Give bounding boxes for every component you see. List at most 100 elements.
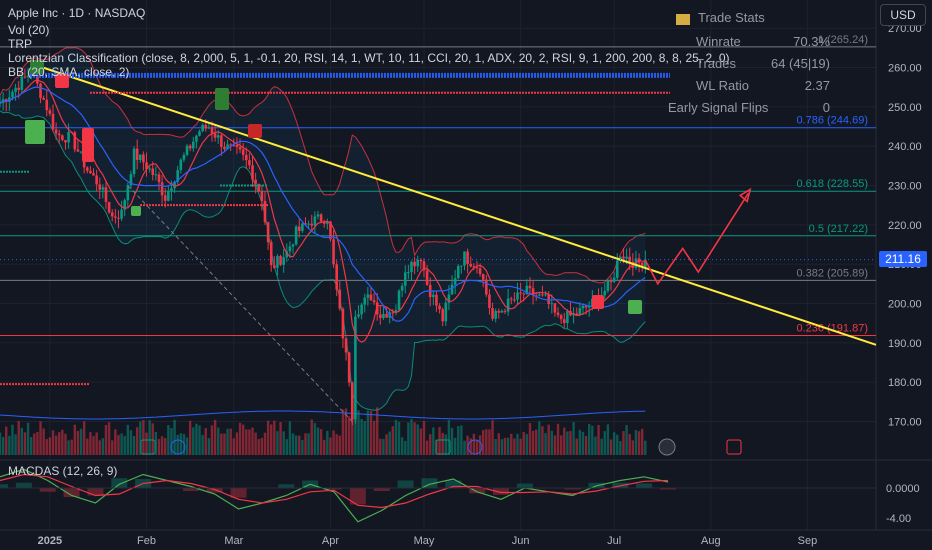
candle-body: [85, 167, 89, 171]
candle-body: [260, 191, 264, 201]
macd-histogram-bar: [564, 488, 581, 490]
indicator-volume[interactable]: Vol (20): [8, 23, 50, 37]
candle-body: [522, 293, 526, 295]
volume-bar: [597, 424, 600, 455]
candle-body: [57, 133, 61, 136]
volume-bar: [538, 421, 541, 455]
volume-bar: [425, 440, 429, 455]
candle-body: [157, 174, 161, 183]
volume-bar: [51, 430, 55, 455]
indicator-trp[interactable]: TRP: [8, 37, 32, 51]
candle-body: [307, 223, 310, 225]
axes: 170.00180.00190.00200.00210.00220.00230.…: [0, 23, 922, 547]
volume-bar: [637, 431, 641, 455]
candle-body: [229, 144, 232, 146]
candle-body: [129, 174, 133, 186]
candle-body: [160, 182, 164, 196]
volume-bar: [600, 438, 603, 455]
trades-label: Trades: [696, 56, 736, 71]
bollinger-bands: [0, 47, 646, 411]
volume-bar: [510, 433, 513, 455]
volume-bar: [67, 440, 70, 455]
indicator-lorentzian[interactable]: Lorentzian Classification (close, 8, 2,0…: [8, 51, 730, 65]
candle-body: [316, 214, 320, 217]
volume-bar: [453, 437, 457, 455]
candle-body: [322, 221, 326, 224]
volume-bar: [260, 437, 264, 455]
volume-bar: [154, 431, 158, 455]
candle-body: [210, 127, 214, 134]
time-tick-label: Sep: [798, 535, 818, 547]
candle-body: [413, 261, 416, 267]
candle-body: [469, 263, 473, 267]
candle-body: [578, 308, 582, 315]
volume-bar: [151, 423, 154, 455]
volume-bar: [619, 440, 622, 455]
macd-histogram-bar: [111, 478, 128, 488]
volume-bar: [288, 421, 292, 455]
volume-bar: [198, 425, 201, 455]
price-tick-label: 190.00: [888, 338, 922, 350]
indicator-bb[interactable]: BB (20, SMA, close, 2): [8, 65, 130, 79]
volume-bar: [204, 428, 207, 455]
volume-bar: [70, 439, 73, 455]
earnings-badge: [435, 439, 451, 455]
candle-body: [544, 294, 547, 296]
price-tick-label: 200.00: [888, 299, 922, 311]
candle-body: [248, 160, 251, 166]
volume-bar: [76, 430, 80, 455]
volume-bar: [58, 432, 61, 455]
time-tick-label: May: [414, 535, 435, 547]
volume-bar: [54, 435, 58, 455]
volume-bar: [101, 438, 105, 455]
candle-body: [89, 170, 92, 174]
volume-bar: [591, 425, 594, 455]
candle-body: [95, 175, 98, 185]
macd-histogram-bar: [445, 480, 462, 488]
volume-bar: [0, 432, 2, 455]
volume-bar: [329, 437, 332, 455]
volume-bar: [176, 434, 179, 455]
candle-body: [366, 294, 370, 298]
candle-body: [282, 257, 285, 265]
candle-body: [79, 151, 83, 153]
candle-body: [444, 302, 448, 322]
candle-body: [400, 285, 404, 291]
volume-bar: [263, 432, 267, 455]
early-flips-value: 0: [822, 100, 830, 115]
macd-title[interactable]: MACDAS (12, 26, 9): [8, 464, 118, 478]
candle-body: [154, 174, 158, 176]
wl-ratio-label: WL Ratio: [696, 78, 749, 93]
volume-bar: [475, 439, 479, 455]
candle-body: [410, 261, 413, 273]
candle-body: [553, 303, 557, 313]
candle-body: [297, 226, 301, 231]
candle-body: [419, 259, 423, 262]
macd-histogram-bar: [516, 483, 533, 488]
volume-bar: [164, 438, 167, 455]
candle-body: [350, 382, 354, 420]
volume-bar: [609, 439, 613, 455]
candle-body: [432, 294, 435, 298]
chart-title[interactable]: Apple Inc · 1D · NASDAQ: [8, 6, 146, 20]
candle-body: [4, 99, 8, 102]
currency-button[interactable]: USD: [880, 4, 926, 26]
candle-body: [76, 149, 80, 152]
volume-bar: [235, 432, 239, 455]
volume-bar: [232, 438, 236, 455]
volume-bar: [185, 437, 189, 455]
candle-body: [54, 129, 58, 134]
volume-bar: [419, 428, 423, 455]
candle-body: [640, 262, 644, 267]
volume-bar: [556, 423, 560, 455]
candle-body: [375, 302, 379, 315]
candle-body: [531, 288, 535, 296]
candle-body: [416, 259, 420, 267]
candle-body: [254, 179, 257, 184]
wl-ratio-value: 2.37: [804, 78, 830, 93]
volume-bar: [438, 427, 441, 455]
early-flips-label: Early Signal Flips: [668, 100, 769, 115]
candle-body: [559, 315, 563, 320]
ma-fast: [0, 79, 646, 343]
